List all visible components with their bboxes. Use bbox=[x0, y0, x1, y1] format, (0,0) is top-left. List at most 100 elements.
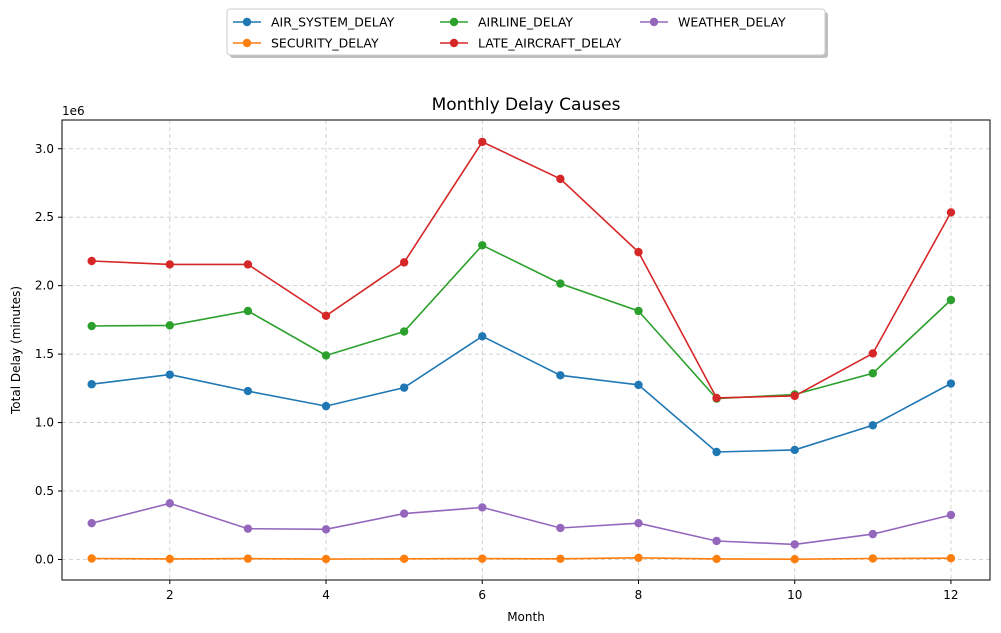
data-point bbox=[243, 306, 253, 316]
data-point bbox=[165, 554, 174, 564]
legend-item: SECURITY_DELAY bbox=[233, 36, 379, 51]
data-point bbox=[165, 321, 174, 330]
series-security-delay bbox=[87, 553, 956, 564]
series-layer bbox=[87, 137, 956, 564]
data-point bbox=[790, 445, 799, 455]
plot-frame bbox=[61, 119, 991, 581]
data-point bbox=[243, 260, 253, 269]
grid bbox=[62, 120, 990, 580]
data-point bbox=[87, 380, 96, 389]
data-point bbox=[556, 279, 565, 288]
data-point bbox=[946, 554, 956, 563]
data-point bbox=[243, 554, 253, 563]
series-late-aircraft-delay bbox=[87, 137, 956, 403]
data-point bbox=[712, 393, 721, 403]
legend-item: WEATHER_DELAY bbox=[640, 15, 786, 30]
data-point bbox=[868, 349, 878, 358]
data-point bbox=[399, 383, 409, 392]
y-tick-label: 3.0 bbox=[35, 142, 54, 156]
data-point bbox=[946, 295, 956, 305]
data-point bbox=[556, 371, 565, 380]
data-point bbox=[87, 256, 96, 266]
legend-label: AIRLINE_DELAY bbox=[478, 15, 573, 30]
data-point bbox=[868, 529, 878, 539]
x-tick-label: 12 bbox=[943, 588, 958, 602]
data-point bbox=[712, 536, 721, 546]
legend-marker bbox=[649, 17, 659, 27]
data-point bbox=[946, 379, 956, 388]
legend-item: AIRLINE_DELAY bbox=[440, 15, 573, 30]
data-point bbox=[87, 518, 96, 528]
data-point bbox=[790, 391, 799, 401]
data-point bbox=[165, 499, 174, 508]
y-offset-label: 1e6 bbox=[62, 104, 85, 118]
data-point bbox=[399, 509, 409, 518]
data-point bbox=[946, 510, 956, 520]
legend-marker bbox=[449, 17, 459, 27]
data-point bbox=[556, 174, 565, 184]
data-point bbox=[478, 241, 487, 250]
series-line bbox=[91, 140, 952, 399]
data-point bbox=[399, 554, 409, 563]
data-point bbox=[634, 306, 643, 316]
data-point bbox=[478, 503, 487, 512]
data-point bbox=[87, 554, 96, 563]
legend-label: LATE_AIRCRAFT_DELAY bbox=[478, 36, 622, 51]
series-air-system-delay bbox=[87, 332, 956, 457]
data-point bbox=[868, 421, 878, 430]
data-point bbox=[634, 247, 643, 257]
y-axis-label: Total Delay (minutes) bbox=[9, 286, 23, 415]
data-point bbox=[556, 523, 565, 533]
legend-item: LATE_AIRCRAFT_DELAY bbox=[440, 36, 622, 51]
legend-item: AIR_SYSTEM_DELAY bbox=[233, 15, 395, 30]
axis-ticks: 2 4 6 8 10 12 0.0 0.5 1.0 1.5 2.0 2.5 3.0 bbox=[35, 142, 959, 602]
data-point bbox=[165, 370, 174, 379]
legend-label: SECURITY_DELAY bbox=[271, 36, 379, 51]
data-point bbox=[712, 447, 721, 457]
data-point bbox=[321, 525, 331, 534]
data-point bbox=[868, 369, 878, 378]
data-point bbox=[556, 554, 565, 563]
y-tick-label: 0.5 bbox=[35, 484, 54, 498]
data-point bbox=[321, 554, 331, 564]
data-point bbox=[790, 540, 799, 549]
x-axis-label: Month bbox=[507, 610, 545, 624]
series-line bbox=[91, 335, 952, 453]
data-point bbox=[634, 553, 643, 563]
y-tick-label: 1.5 bbox=[35, 347, 54, 361]
y-tick-label: 2.5 bbox=[35, 210, 54, 224]
y-tick-label: 1.0 bbox=[35, 416, 54, 430]
x-tick-label: 10 bbox=[787, 588, 802, 602]
legend-marker bbox=[449, 38, 459, 48]
data-point bbox=[634, 518, 643, 528]
x-tick-label: 8 bbox=[635, 588, 643, 602]
legend-label: WEATHER_DELAY bbox=[678, 15, 786, 30]
legend: AIR_SYSTEM_DELAY SECURITY_DELAY AIRLINE_DE… bbox=[226, 8, 828, 58]
legend-marker bbox=[242, 38, 252, 48]
data-point bbox=[243, 524, 253, 533]
x-tick-label: 4 bbox=[322, 588, 330, 602]
data-point bbox=[868, 554, 878, 563]
data-point bbox=[478, 554, 487, 563]
series-line bbox=[91, 556, 951, 561]
data-point bbox=[790, 554, 799, 564]
x-tick-label: 2 bbox=[166, 588, 174, 602]
data-point bbox=[165, 260, 174, 269]
data-point bbox=[87, 321, 96, 331]
data-point bbox=[399, 258, 409, 267]
data-point bbox=[478, 137, 487, 147]
x-tick-label: 6 bbox=[478, 588, 486, 602]
series-weather-delay bbox=[87, 499, 956, 549]
series-line bbox=[91, 502, 952, 546]
legend-marker bbox=[242, 17, 252, 27]
y-tick-label: 2.0 bbox=[35, 279, 54, 293]
data-point bbox=[321, 351, 331, 360]
chart-title: Monthly Delay Causes bbox=[432, 95, 621, 115]
data-point bbox=[243, 386, 253, 396]
data-point bbox=[478, 332, 487, 341]
data-point bbox=[634, 380, 643, 390]
data-point bbox=[321, 401, 331, 411]
data-point bbox=[321, 311, 331, 320]
series-line bbox=[91, 244, 952, 400]
